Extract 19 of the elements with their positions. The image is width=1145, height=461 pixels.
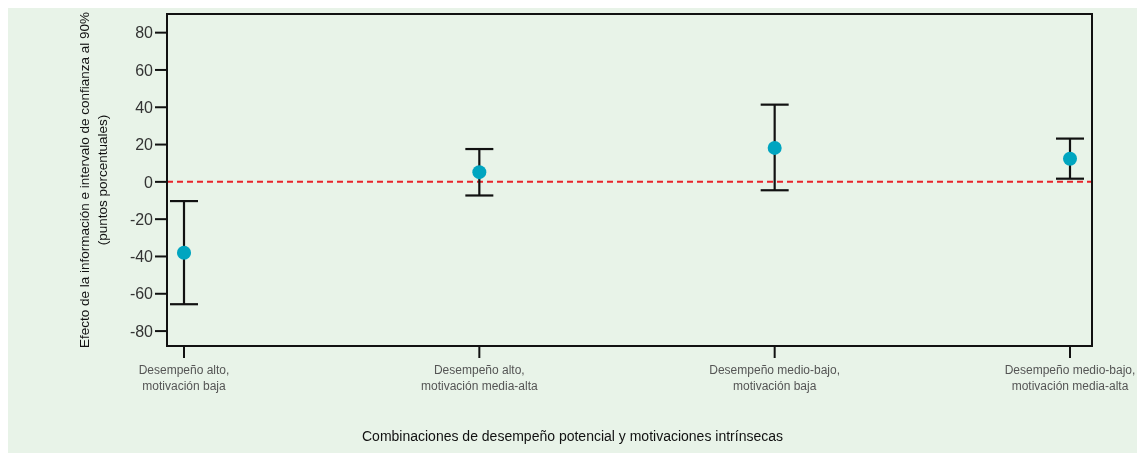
y-tick-label: -80 (129, 322, 154, 340)
x-tick-label: Desempeño alto, motivación media-alta (420, 363, 539, 393)
x-tick-label: Desempeño medio-bajo, motivación media-alta (1004, 363, 1136, 393)
point (177, 245, 191, 260)
x-tick-label: Desempeño alto, motivación baja (138, 363, 230, 393)
y-tick-label: 0 (144, 173, 154, 191)
x-axis-title: Combinaciones de desempeño potencial y motivaciones intrínsecas (361, 428, 784, 444)
point (767, 140, 782, 155)
y-tick-label: -20 (129, 210, 154, 228)
x-tick-label: Desempeño medio-bajo, motivación baja (709, 363, 841, 393)
y-tick-label: -40 (129, 248, 154, 266)
y-tick-label: 40 (135, 98, 154, 116)
y-tick-label: -60 (129, 285, 154, 303)
y-tick-label: 20 (135, 136, 154, 154)
point (472, 165, 487, 180)
y-tick-label: 60 (135, 61, 154, 79)
y-tick-label: 80 (135, 24, 154, 42)
point (1063, 151, 1077, 166)
y-axis-title: Efecto de la información e intervalo de confianza al 90% (puntos porcentuales) (76, 10, 111, 350)
